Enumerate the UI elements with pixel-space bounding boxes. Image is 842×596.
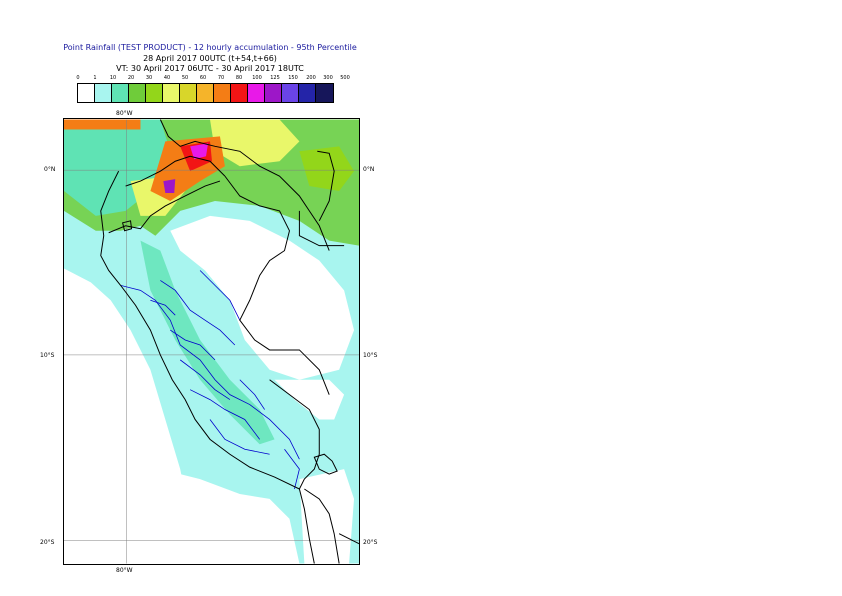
legend-tick-label: 30	[145, 75, 153, 81]
legend-tick-label: 80	[235, 75, 243, 81]
legend-tick-label: 200	[306, 75, 316, 81]
legend-box	[299, 84, 316, 102]
rainfall-field-yellow	[210, 119, 300, 167]
chart-title: Point Rainfall (TEST PRODUCT) - 12 hourl…	[63, 43, 357, 52]
legend-tick-label: 40	[163, 75, 171, 81]
legend-box	[112, 84, 129, 102]
dry-land-area	[299, 469, 355, 564]
legend-box	[316, 84, 333, 102]
legend-tick-label: 300	[323, 75, 333, 81]
legend-tick-label: 0	[76, 75, 80, 81]
legend-box	[282, 84, 299, 102]
lon-label-bottom: 80°W	[116, 567, 133, 574]
legend-tick-label: 1	[93, 75, 97, 81]
rainfall-field-purple	[163, 179, 176, 194]
lat-label-right: 20°S	[363, 539, 378, 546]
country-borders	[100, 119, 359, 564]
legend-box	[163, 84, 180, 102]
map-svg	[64, 119, 359, 564]
legend-box	[129, 84, 146, 102]
lat-label-left: 10°S	[40, 352, 55, 359]
legend-box	[180, 84, 197, 102]
lat-label-left: 0°N	[44, 166, 56, 173]
lon-label-top: 80°W	[116, 110, 133, 117]
dry-land-area	[170, 215, 355, 380]
legend-tick-label: 150	[288, 75, 298, 81]
region-borders	[120, 270, 300, 490]
lat-label-right: 0°N	[363, 166, 375, 173]
legend-box	[265, 84, 282, 102]
rainfall-field-magenta	[190, 143, 209, 160]
legend-tick-label: 60	[199, 75, 207, 81]
legend-box	[231, 84, 248, 102]
legend-box	[248, 84, 265, 102]
legend-tick-label: 100	[252, 75, 262, 81]
legend-tick-label: 10	[109, 75, 117, 81]
legend-tick-label: 125	[270, 75, 280, 81]
base-time: 28 April 2017 00UTC (t+54,t+66)	[143, 54, 277, 63]
validity-time: VT: 30 April 2017 06UTC - 30 April 2017 …	[116, 64, 304, 73]
lat-label-left: 20°S	[40, 539, 55, 546]
legend-tick-label: 50	[181, 75, 189, 81]
dry-ocean-area	[64, 268, 201, 564]
dry-ocean-area	[160, 469, 300, 564]
legend-colorbar	[77, 83, 334, 103]
legend-tick-label: 20	[127, 75, 135, 81]
rainfall-map	[63, 118, 360, 565]
legend-box	[214, 84, 231, 102]
lat-label-right: 10°S	[363, 352, 378, 359]
legend-box	[197, 84, 214, 102]
legend-box	[78, 84, 95, 102]
rainfall-field-orange	[64, 119, 141, 130]
rainfall-field-teal	[140, 240, 275, 445]
legend-box	[95, 84, 112, 102]
legend-tick-label: 500	[340, 75, 350, 81]
legend-box	[146, 84, 163, 102]
legend-tick-label: 70	[217, 75, 225, 81]
rainfall-field-lime	[299, 146, 355, 192]
